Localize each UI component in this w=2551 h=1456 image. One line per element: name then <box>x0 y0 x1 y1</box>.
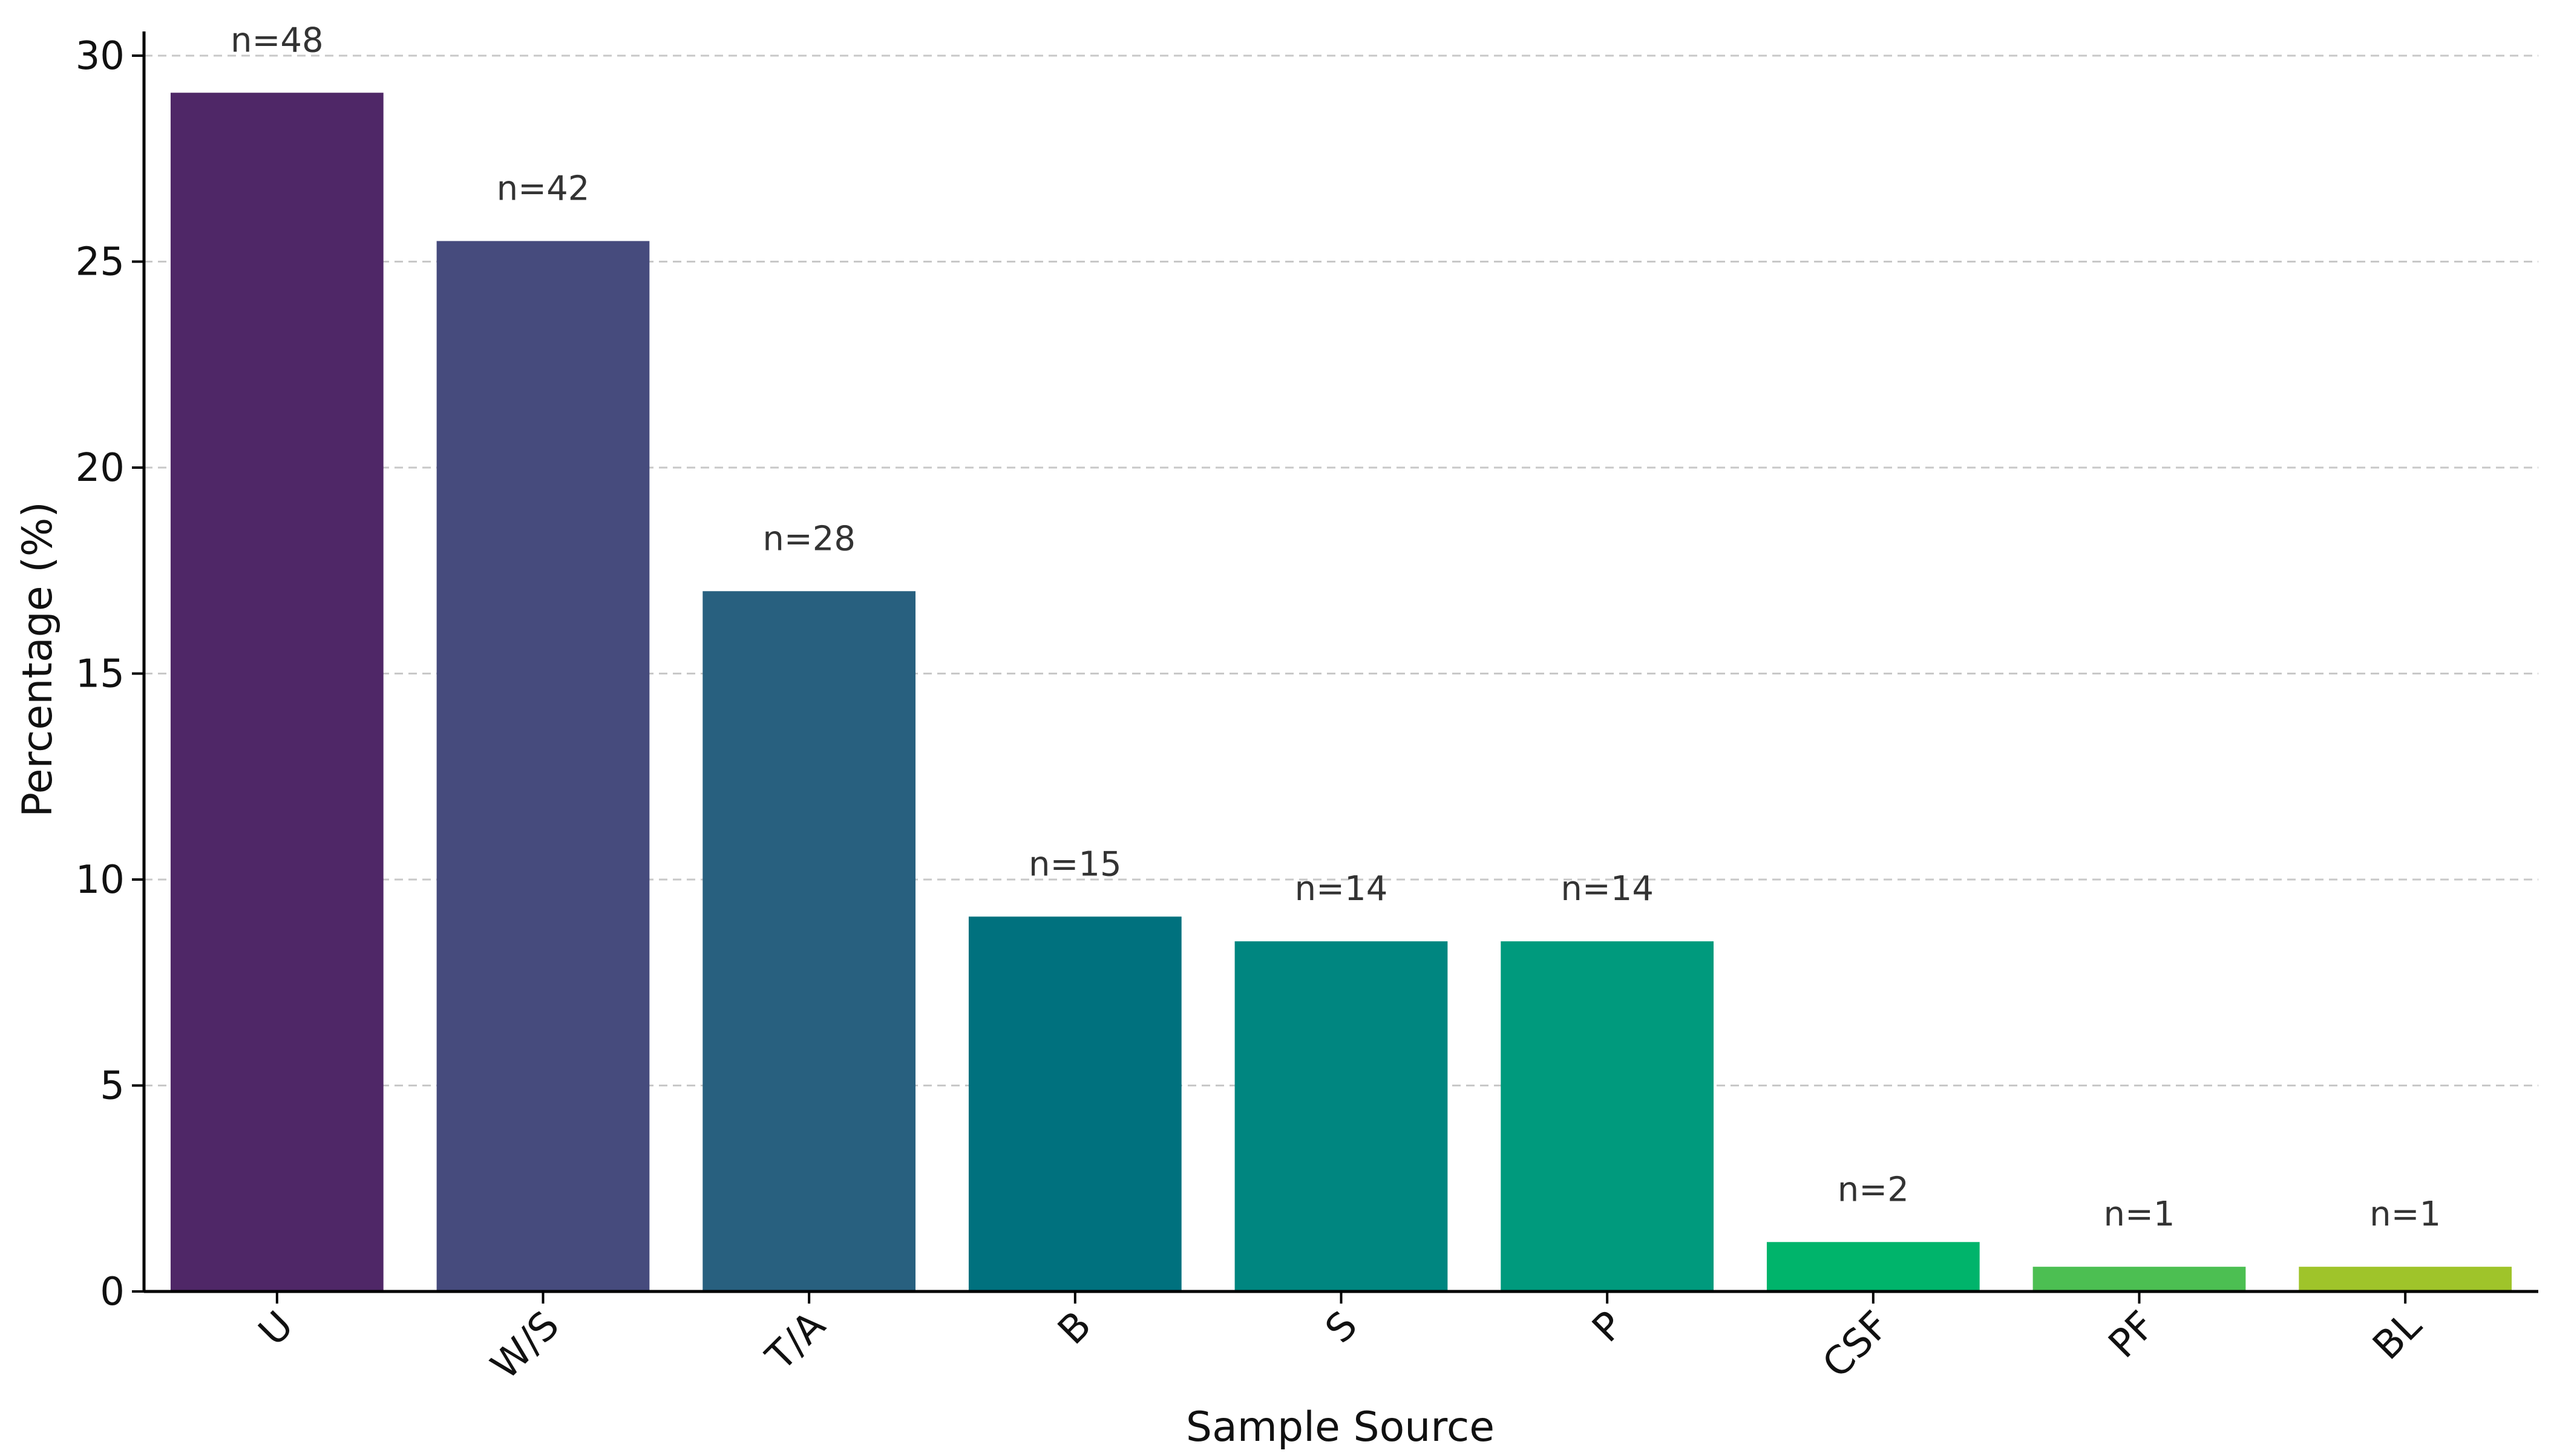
bar-u <box>170 93 384 1291</box>
bar-count-label: n=48 <box>231 21 324 60</box>
data-labels: n=48 n=42 n=28 n=15 n=14 n=14 n=2 n=1 n=1 <box>231 21 2441 1234</box>
gridlines <box>144 54 2538 1086</box>
bar-count-label: n=2 <box>1838 1170 1909 1209</box>
y-tick-label: 15 <box>76 652 125 697</box>
x-tick-label: U <box>251 1303 302 1354</box>
bar-b <box>968 916 1182 1291</box>
bar-csf <box>1766 1242 1980 1291</box>
bar-pf <box>2032 1267 2246 1291</box>
bar-count-label: n=42 <box>497 169 590 208</box>
y-tick-label: 0 <box>100 1270 125 1314</box>
bar-bl <box>2299 1267 2512 1291</box>
x-tick-label: BL <box>2365 1303 2431 1369</box>
bar-w-s <box>436 241 650 1292</box>
bar-count-label: n=1 <box>2369 1195 2441 1234</box>
bar-count-label: n=14 <box>1295 869 1388 909</box>
bar-count-label: n=1 <box>2103 1195 2175 1234</box>
bar-count-label: n=28 <box>762 519 856 558</box>
bar-count-label: n=15 <box>1029 844 1122 884</box>
y-tick-label: 25 <box>76 240 125 285</box>
bar-s <box>1234 941 1448 1291</box>
bar-count-label: n=14 <box>1560 869 1654 909</box>
y-axis-title: Percentage (%) <box>14 501 62 817</box>
x-axis-title: Sample Source <box>1186 1403 1495 1451</box>
x-tick-label: P <box>1584 1303 1632 1351</box>
y-tick-label: 30 <box>76 34 125 79</box>
x-tick-label: B <box>1050 1303 1100 1353</box>
x-tick-label: CSF <box>1814 1303 1898 1387</box>
bar-t-a <box>702 591 916 1291</box>
x-tick-label: S <box>1317 1303 1366 1352</box>
y-tick-label: 20 <box>76 446 125 491</box>
x-tick-label: W/S <box>483 1303 568 1388</box>
x-tick-label: PF <box>2100 1303 2164 1367</box>
bars <box>170 93 2512 1292</box>
y-tick-label: 5 <box>100 1064 125 1109</box>
y-tick-label: 10 <box>76 858 125 903</box>
x-tick-label: T/A <box>758 1303 834 1380</box>
bar-p <box>1501 941 1714 1291</box>
